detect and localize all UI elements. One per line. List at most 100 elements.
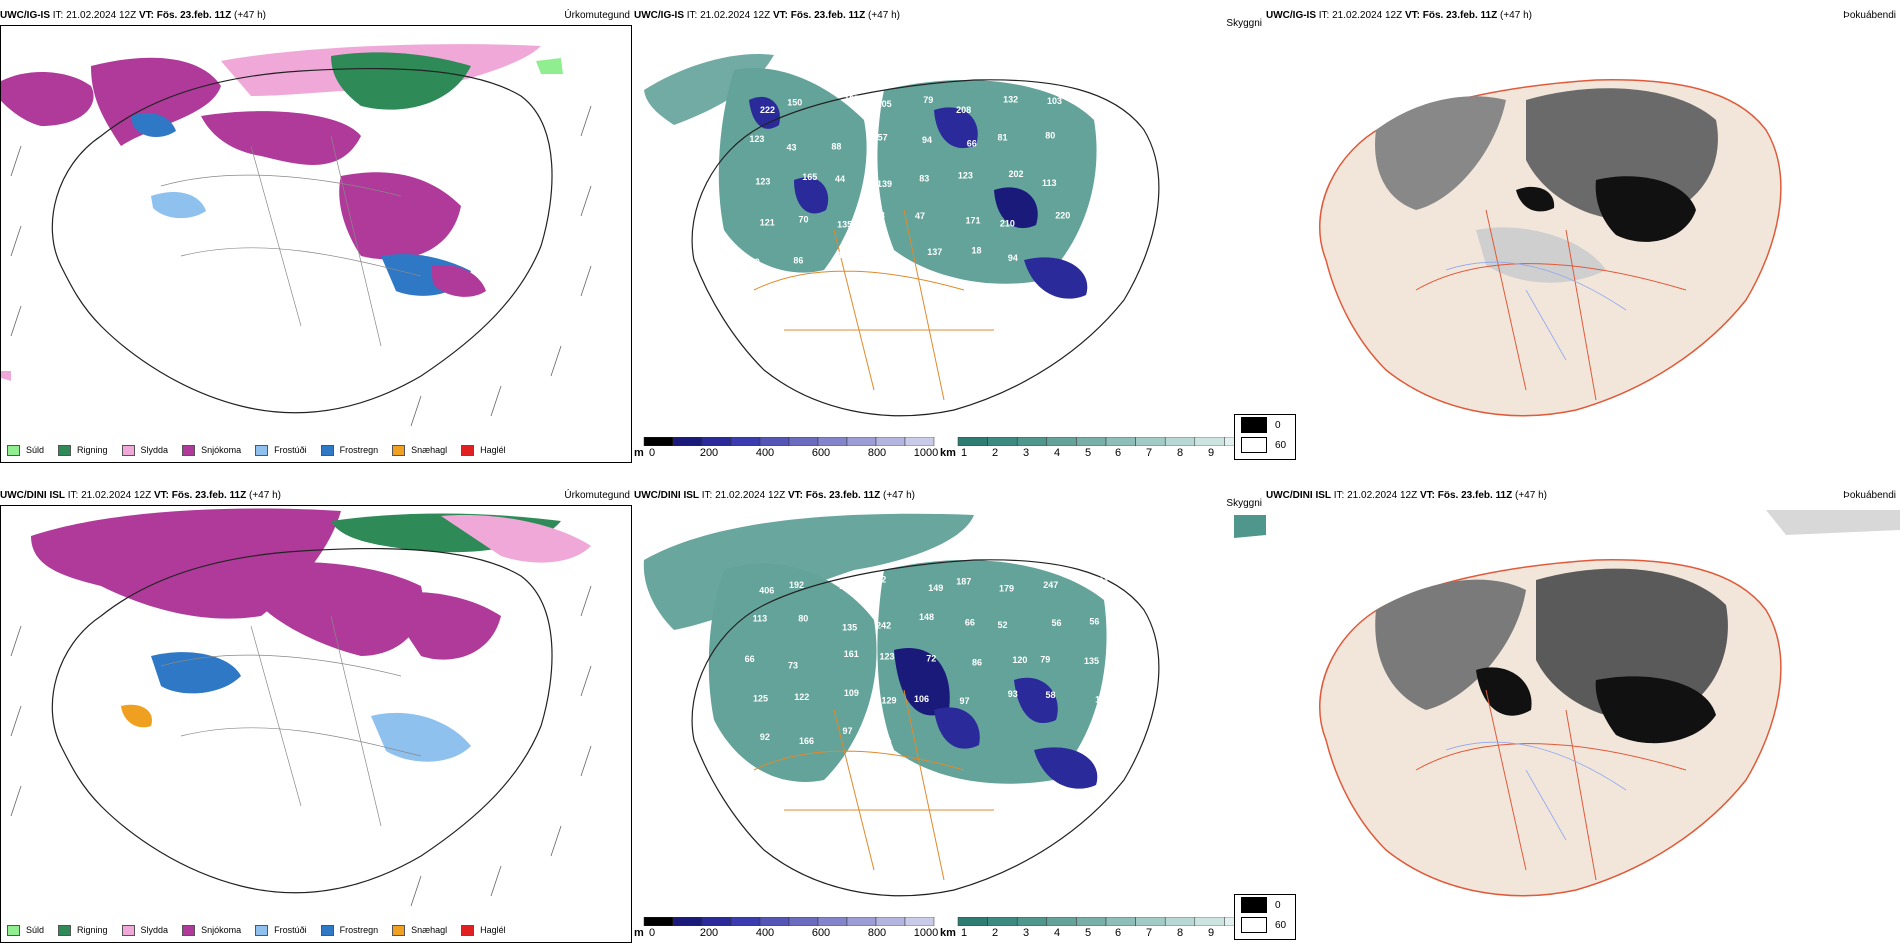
visibility-value-label: 66	[745, 654, 755, 664]
visibility-value-label: 123	[958, 171, 973, 181]
visibility-map: 222 150 197 105 79 208 132 103 89 123 43 88 57 94 66 81…	[644, 54, 1160, 417]
visibility-value-label: 72	[926, 654, 936, 664]
legend-item: Snjókoma	[182, 924, 241, 936]
colorbar-swatch	[957, 917, 988, 926]
fog-map	[1318, 79, 1782, 417]
legend-item: Haglél	[461, 444, 506, 456]
visibility-value-label: 122	[794, 692, 809, 702]
visibility-value-label: 208	[956, 105, 971, 115]
colorbar-swatch	[759, 917, 790, 926]
colorbar-swatch	[1016, 917, 1048, 926]
precip-type-panel-bottom: UWC/DINI ISL IT: 21.02.2024 12Z VT: Fös.…	[0, 490, 632, 943]
legend-item: Snæhagl	[392, 444, 447, 456]
colorbar-swatch	[1046, 917, 1077, 926]
colorbar-swatch	[1164, 917, 1196, 926]
visibility-value-label: 247	[1043, 580, 1058, 590]
visibility-value-label: 71	[1090, 211, 1100, 221]
visibility-km-colorbar: km 1 2 3 4 5 6 7 8 9 10	[940, 437, 1270, 463]
visibility-value-label: 139	[745, 257, 760, 267]
visibility-value-label: 86	[793, 256, 803, 266]
legend-item: Frostregn	[320, 444, 378, 456]
visibility-value-label: 123	[749, 134, 764, 144]
legend-item: Frostúði	[255, 444, 307, 456]
visibility-value-label: 79	[923, 95, 933, 105]
colorbar-m-swatches	[643, 917, 935, 926]
visibility-value-label: 80	[798, 614, 808, 624]
swatch	[392, 444, 406, 456]
visibility-value-label: 103	[1047, 96, 1062, 106]
visibility-value-label: 80	[1045, 131, 1055, 141]
visibility-value-label: 88	[831, 142, 841, 152]
legend-item: Súld	[7, 924, 44, 936]
visibility-value-label: 132	[1003, 95, 1018, 105]
legend-item: Haglél	[461, 924, 506, 936]
visibility-m-colorbar: m 0 200 400 600 800 1000	[634, 917, 944, 943]
visibility-value-label: 139	[877, 179, 892, 189]
visibility-value-label: 94	[922, 135, 932, 145]
swatch	[1241, 917, 1267, 933]
swatch	[1241, 897, 1267, 913]
visibility-value-label: 81	[998, 132, 1008, 142]
visibility-value-label: 83	[919, 173, 929, 183]
visibility-value-label: 105	[877, 99, 892, 109]
visibility-value-label: 92	[760, 732, 770, 742]
visibility-value-label: 148	[919, 612, 934, 622]
legend-item: Súld	[7, 444, 44, 456]
colorbar-swatch	[788, 437, 819, 446]
swatch	[58, 444, 72, 456]
legend-item: Frostregn	[320, 924, 378, 936]
colorbar-swatch	[846, 437, 877, 446]
legend-item: Snjókoma	[182, 444, 241, 456]
visibility-m-colorbar: m 0 200 400 600 800 1000	[634, 437, 944, 463]
fog-legend-row: 60	[1235, 915, 1295, 935]
visibility-value-label: 66	[882, 738, 892, 748]
map-frame: Súld Rigning Slydda Snjókoma Frostúði Fr…	[0, 25, 632, 463]
swatch	[320, 924, 334, 936]
visibility-value-label: 198	[839, 581, 854, 591]
fog-legend-row: 0	[1235, 415, 1295, 435]
visibility-value-label: 202	[1008, 169, 1023, 179]
colorbar-swatch	[1046, 437, 1077, 446]
visibility-value-label: 135	[837, 220, 852, 230]
visibility-value-label: 121	[760, 217, 775, 227]
colorbar-swatch	[1135, 917, 1166, 926]
visibility-map: 406 192 198 592 149 187 179 247 164 113 80 135 242 14…	[643, 513, 1266, 897]
visibility-value-label: 165	[802, 172, 817, 182]
colorbar-swatch	[1076, 437, 1107, 446]
visibility-value-label: 44	[835, 174, 845, 184]
visibility-value-label: 406	[759, 586, 774, 596]
precip-type-map	[1, 44, 592, 427]
visibility-value-label: 123	[880, 652, 895, 662]
legend-item: Snæhagl	[392, 924, 447, 936]
colorbar-swatch	[1016, 437, 1048, 446]
visibility-value-label: 222	[760, 105, 775, 115]
swatch	[121, 924, 135, 936]
swatch	[121, 444, 135, 456]
fog-panel-top: UWC/IG-IS IT: 21.02.2024 12Z VT: Fös. 23…	[1234, 10, 1900, 463]
visibility-value-label: 159	[1095, 181, 1110, 191]
swatch	[255, 444, 269, 456]
colorbar-swatch	[987, 437, 1018, 446]
visibility-value-label: 93	[1008, 689, 1018, 699]
swatch	[255, 924, 269, 936]
colorbar-swatch	[701, 437, 732, 446]
visibility-value-label: 79	[1040, 655, 1050, 665]
visibility-value-label: 73	[788, 660, 798, 670]
colorbar-swatch	[643, 917, 674, 926]
visibility-value-label: 89	[1082, 102, 1092, 112]
colorbar-swatch	[701, 917, 732, 926]
colorbar-swatch	[987, 917, 1018, 926]
visibility-value-label: 179	[999, 584, 1014, 594]
visibility-value-label: 192	[789, 580, 804, 590]
colorbar-swatch	[672, 437, 703, 446]
swatch	[461, 924, 475, 936]
legend-item: Frostúði	[255, 924, 307, 936]
fog-panel-bottom: UWC/DINI ISL IT: 21.02.2024 12Z VT: Fös.…	[1234, 490, 1900, 943]
visibility-value-label: 56	[1089, 617, 1099, 627]
fog-legend: 0 60	[1234, 894, 1296, 940]
swatch	[182, 924, 196, 936]
colorbar-swatch	[759, 437, 790, 446]
visibility-value-label: 135	[1084, 656, 1099, 666]
visibility-value-label: 94	[1008, 253, 1018, 263]
colorbar-swatch	[1076, 917, 1107, 926]
